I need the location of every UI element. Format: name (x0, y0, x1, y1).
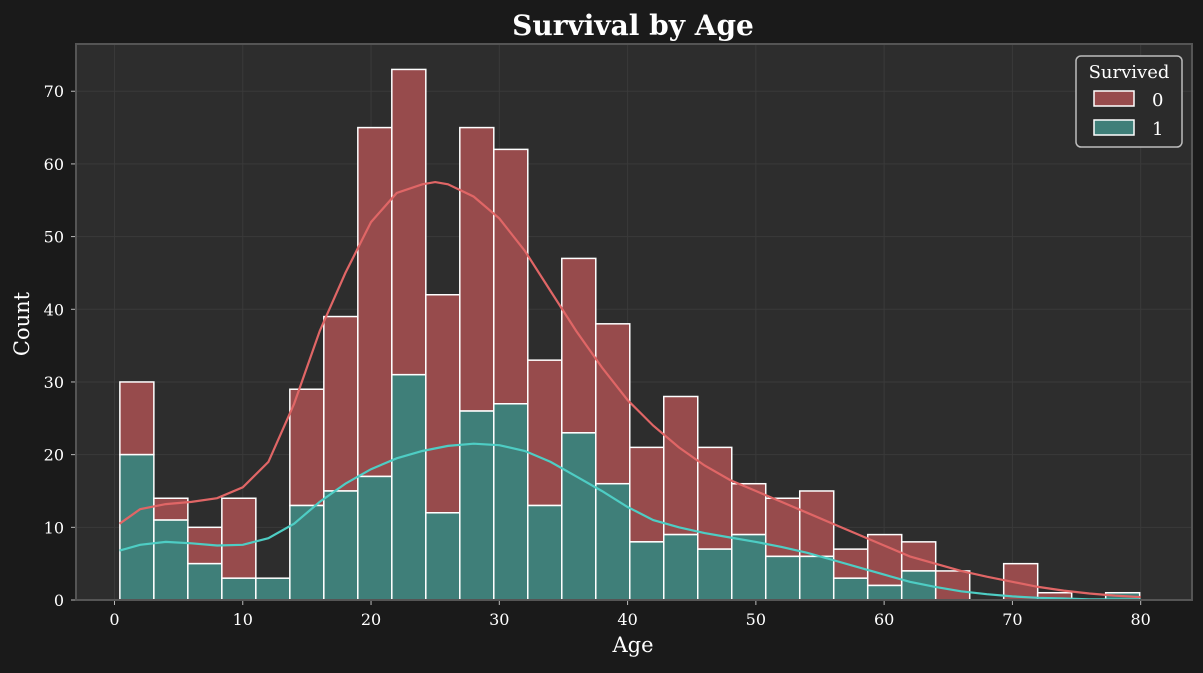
x-tick-label: 40 (617, 610, 637, 629)
bar-survived-0 (323, 315, 359, 492)
bar-survived-1 (866, 584, 903, 601)
kde-line-survived-0 (118, 180, 1141, 599)
bar-survived-1 (425, 512, 461, 601)
y-tick-label: 30 (44, 373, 64, 392)
legend-label-1: 1 (1152, 119, 1163, 140)
bar-survived-1 (561, 432, 597, 601)
bar-survived-0 (357, 126, 393, 478)
x-tick-label: 70 (1002, 610, 1022, 629)
x-tick-label: 80 (1131, 610, 1151, 629)
legend-swatch-0 (1093, 90, 1135, 107)
legend-swatch-1 (1093, 119, 1135, 136)
bar-survived-1 (629, 541, 665, 601)
bar-survived-0 (493, 148, 529, 405)
bar-survived-1 (527, 504, 563, 601)
bar-survived-1 (595, 482, 631, 601)
bar-survived-1 (832, 577, 869, 601)
y-axis-label: Count (10, 291, 34, 356)
bar-survived-0 (289, 388, 325, 507)
bar-survived-1 (764, 555, 801, 601)
bar-survived-1 (798, 555, 835, 601)
bar-survived-0 (561, 257, 597, 434)
legend-label-0: 0 (1152, 90, 1163, 111)
bar-survived-1 (730, 533, 767, 601)
bar-survived-0 (459, 126, 495, 412)
bar-survived-1 (493, 403, 529, 601)
x-tick-label: 30 (489, 610, 509, 629)
kde-line-survived-1 (119, 442, 1141, 601)
y-tick-label: 10 (44, 518, 64, 537)
bar-survived-1 (459, 410, 495, 601)
chart-title: Survival by Age (512, 9, 754, 42)
bar-survived-1 (153, 519, 189, 601)
bar-survived-1 (663, 533, 699, 601)
bar-survived-0 (629, 446, 665, 543)
bar-survived-0 (153, 497, 189, 521)
bar-survived-0 (595, 323, 631, 485)
x-tick-label: 60 (874, 610, 894, 629)
bar-survived-0 (663, 395, 699, 536)
kde-curves (118, 180, 1141, 601)
y-tick-label: 40 (44, 300, 64, 319)
x-tick-label: 50 (746, 610, 766, 629)
bar-survived-1 (221, 577, 257, 601)
bar-survived-0 (798, 490, 835, 558)
x-axis-label: Age (611, 633, 653, 657)
x-tick-label: 10 (233, 610, 253, 629)
y-tick-label: 20 (44, 446, 64, 465)
bar-survived-1 (289, 504, 325, 601)
bar-survived-1 (187, 562, 223, 601)
bar-survived-1 (357, 475, 393, 601)
legend-title: Survived (1089, 62, 1170, 83)
bars (119, 68, 1141, 601)
bar-survived-0 (934, 570, 971, 601)
bar-survived-1 (255, 577, 291, 601)
bar-survived-0 (391, 68, 427, 376)
legend: Survived 0 1 (1075, 55, 1183, 148)
x-tick-label: 0 (109, 610, 119, 629)
y-tick-label: 70 (44, 82, 64, 101)
bar-survived-0 (425, 293, 461, 514)
bar-survived-1 (323, 490, 359, 601)
y-tick-label: 50 (44, 228, 64, 247)
x-tick-label: 20 (361, 610, 381, 629)
y-tick-label: 60 (44, 155, 64, 174)
bar-survived-1 (391, 373, 427, 601)
bar-survived-1 (697, 548, 733, 601)
y-tick-label: 0 (54, 591, 64, 610)
bar-survived-0 (832, 548, 869, 579)
bar-survived-0 (900, 541, 937, 572)
bar-survived-0 (730, 482, 767, 536)
plot-frame (75, 43, 1193, 601)
bar-survived-0 (221, 497, 257, 579)
bar-survived-0 (119, 381, 155, 456)
bar-survived-1 (119, 453, 155, 601)
bar-survived-0 (527, 359, 563, 507)
